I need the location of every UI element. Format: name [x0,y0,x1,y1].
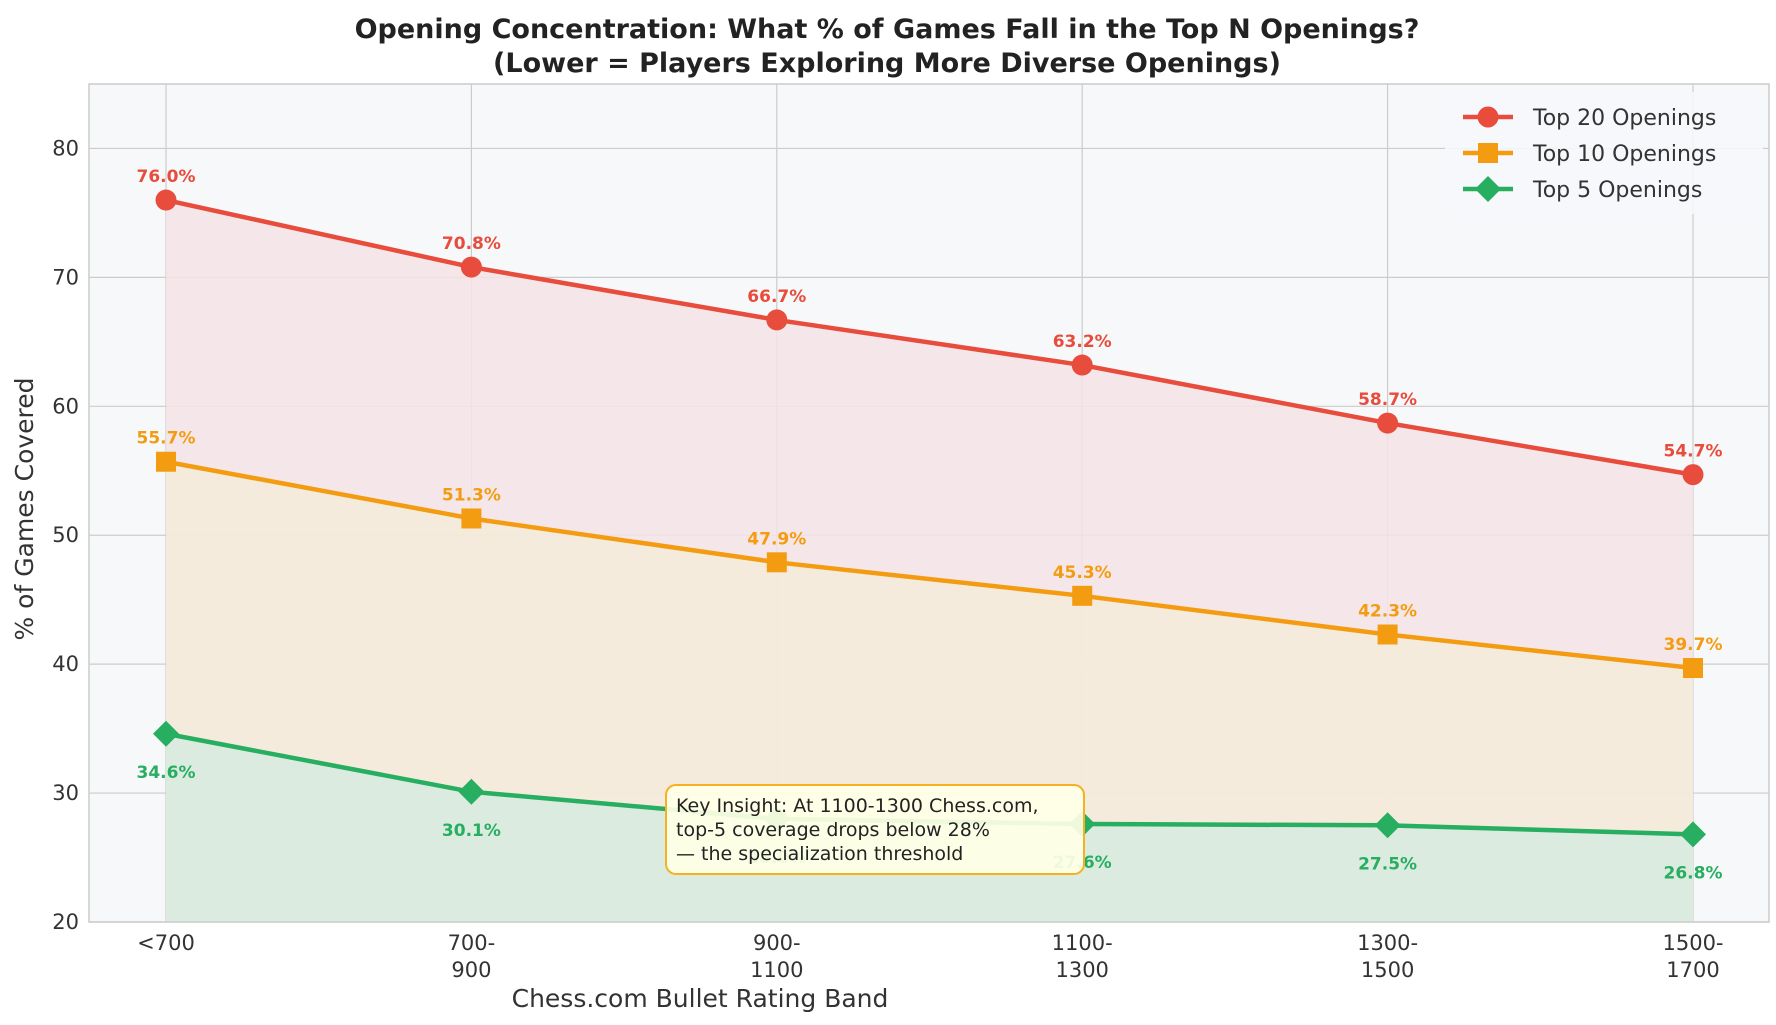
x-tick-label-line: <700 [137,931,195,955]
data-label: 76.0% [137,167,196,187]
annotation-box [665,784,1085,875]
marker-series-1 [1682,464,1704,486]
x-tick-label: 1300- 1500 [1357,931,1418,982]
marker-series-2 [1072,585,1093,606]
data-label: 42.3% [1358,602,1417,622]
series-line-1 [165,197,1694,477]
marker-series-1 [766,309,788,331]
y-tick-label: 80 [52,136,79,160]
chart-title-line-1: Opening Concentration: What % of Games F… [355,14,1420,45]
marker-series-2 [1377,624,1398,645]
marker-series-3 [458,778,485,805]
y-axis-label: % of Games Covered [10,377,39,640]
data-label: 66.7% [747,287,806,307]
x-tick-label: 900- 1100 [750,931,803,982]
data-label: 34.6% [137,763,196,783]
y-tick-label: 50 [52,523,79,547]
data-label: 55.7% [137,429,196,449]
y-axis-ticks: 20 30 40 50 60 70 80 [52,136,79,934]
legend-label-2: Top 10 Openings [1532,142,1716,167]
data-label: 30.1% [442,821,501,841]
key-insight-annotation: Key Insight: At 1100-1300 Chess.com, top… [665,784,1085,875]
data-label: 26.8% [1664,863,1723,883]
x-tick-label-line: 1500- [1662,931,1723,955]
data-label: 47.9% [747,529,806,549]
x-tick-label-line: 1700 [1666,958,1719,982]
x-tick-label-line: 900 [451,958,491,982]
x-tick-label: <700 [137,931,195,955]
y-tick-label: 60 [52,394,79,418]
annotation-line-2: top-5 coverage drops below 28% [676,819,990,841]
data-label: 70.8% [442,234,501,254]
x-tick-label: 700- 900 [448,931,496,982]
legend-label-1: Top 20 Openings [1532,106,1716,131]
y-tick-label: 20 [52,910,79,934]
x-tick-label-line: 700- [448,931,496,955]
y-tick-label: 70 [52,265,79,289]
marker-series-1 [155,189,177,211]
x-tick-label-line: 1100- [1052,931,1113,955]
marker-series-1 [1071,354,1093,376]
data-label: 58.7% [1358,390,1417,410]
marker-series-3 [1374,812,1401,839]
x-tick-label-line: 1300 [1055,958,1108,982]
data-label: 51.3% [442,485,501,505]
data-label: 39.7% [1664,635,1723,655]
annotation-line-1: Key Insight: At 1100-1300 Chess.com, [676,795,1039,817]
x-tick-label-line: 1100 [750,958,803,982]
x-tick-label: 1500- 1700 [1662,931,1723,982]
x-axis-label: Chess.com Bullet Rating Band [512,984,889,1013]
y-tick-label: 40 [52,652,79,676]
marker-series-1 [460,256,482,278]
legend-marker-2 [1478,143,1498,163]
plot-frame [88,83,1770,923]
data-label: 63.2% [1053,332,1112,352]
marker-series-3 [1680,821,1706,848]
x-axis-ticks: <700 700- 900 900- 1100 1100- 1300 1300- 1500 150… [137,931,1723,982]
legend-marker-1 [1477,106,1499,128]
data-label: 45.3% [1053,563,1112,583]
x-tick-label-line: 900- [753,931,801,955]
data-label: 54.7% [1664,442,1723,462]
marker-series-2 [156,451,176,472]
marker-series-1 [1377,412,1399,434]
x-tick-label-line: 1500 [1361,958,1414,982]
marker-series-2 [461,508,482,529]
data-label: 27.5% [1358,854,1417,874]
legend-label-3: Top 5 Openings [1532,178,1702,203]
legend-marker-3 [1475,176,1501,202]
series-line-2 [165,459,1694,671]
marker-series-3 [153,720,179,747]
x-tick-label-line: 1300- [1357,931,1418,955]
legend-frame [1445,92,1763,214]
x-tick-label: 1100- 1300 [1052,931,1113,982]
legend: Top 20 Openings Top 10 Openings Top 5 Open… [1445,92,1763,214]
y-tick-label: 30 [52,781,79,805]
chart-title-line-2: (Lower = Players Exploring More Diverse … [493,48,1281,79]
annotation-line-3: — the specialization threshold [676,843,963,865]
marker-series-2 [766,552,787,573]
marker-series-2 [1683,658,1703,679]
